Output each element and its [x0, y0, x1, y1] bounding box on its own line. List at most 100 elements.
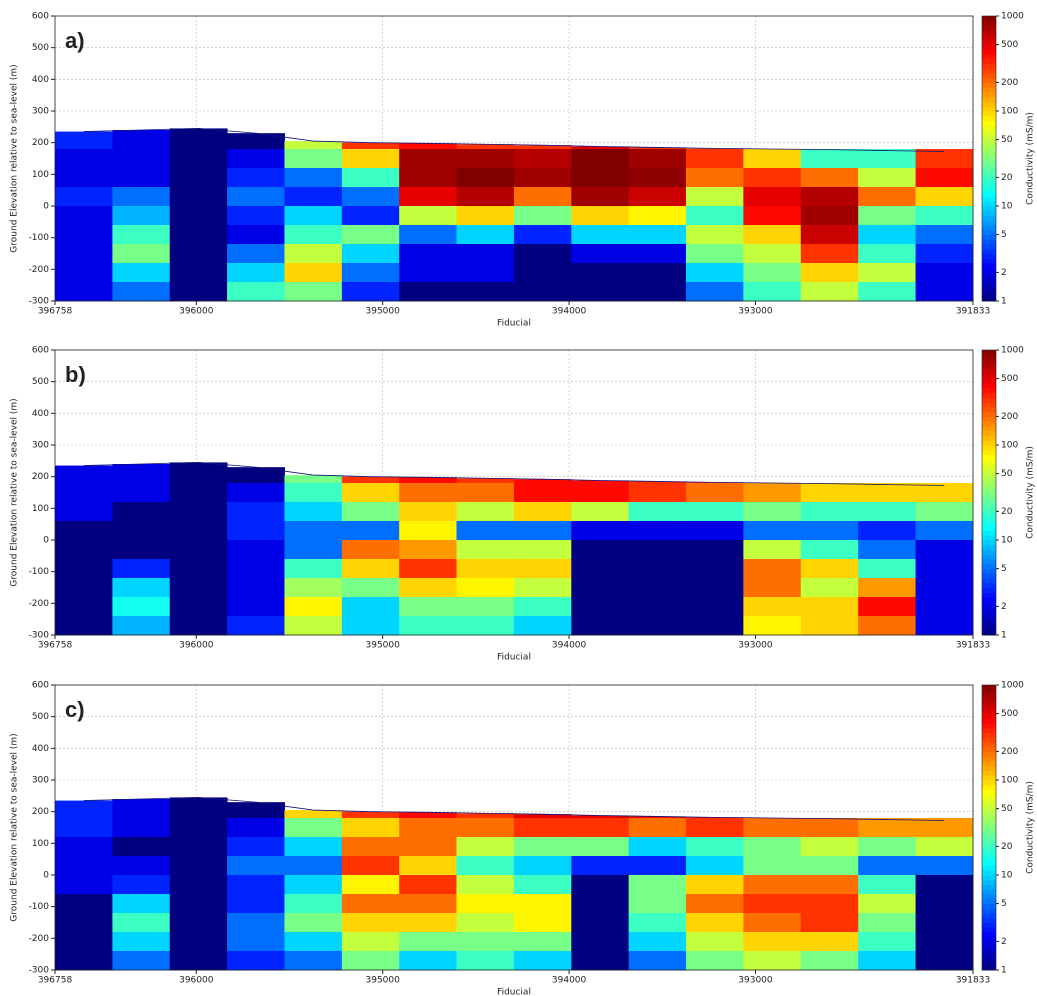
cell: [513, 149, 572, 169]
colorbar-segment: [982, 225, 996, 231]
colorbar-segment: [982, 770, 996, 776]
cell: [399, 244, 457, 264]
cell: [456, 282, 515, 302]
x-tick-label: 394000: [552, 307, 587, 317]
cell: [513, 875, 572, 895]
colorbar-segment: [982, 756, 996, 762]
cell: [284, 597, 343, 617]
cell: [858, 932, 917, 952]
cell: [112, 913, 171, 933]
x-tick-label: 396000: [179, 641, 214, 651]
colorbar-segment: [982, 373, 996, 379]
colorbar-segment: [982, 244, 996, 250]
cell: [227, 597, 285, 617]
cell: [858, 913, 917, 933]
colorbar-tick-label: 50: [1001, 469, 1013, 479]
colorbar-segment: [982, 913, 996, 919]
colorbar-segment: [982, 54, 996, 60]
x-tick-label: 394000: [552, 976, 587, 986]
colorbar-tick-label: 200: [1001, 747, 1018, 757]
colorbar-segment: [982, 201, 996, 207]
cell: [399, 502, 457, 522]
cell: [800, 483, 859, 503]
cell: [227, 559, 285, 579]
cell: [628, 894, 687, 914]
cell: [284, 141, 343, 150]
cell: [628, 818, 687, 838]
ground-surface: [83, 128, 945, 152]
cell: [227, 244, 285, 264]
y-tick-label: 600: [32, 681, 49, 691]
cell: [341, 856, 400, 876]
cell: [55, 818, 113, 838]
cell: [800, 951, 859, 971]
x-tick-label: 396758: [38, 976, 73, 986]
cell: [685, 817, 744, 819]
cell: [399, 483, 457, 503]
cell: [915, 837, 974, 857]
colorbar-segment: [982, 592, 996, 598]
colorbar-segment: [982, 742, 996, 748]
cell: [169, 187, 228, 207]
cell: [513, 597, 572, 617]
cell: [169, 616, 228, 636]
cell: [341, 225, 400, 245]
colorbar-segment: [982, 856, 996, 862]
cell: [55, 187, 113, 207]
cell: [341, 263, 400, 283]
cell: [513, 263, 572, 283]
cell: [112, 951, 171, 971]
colorbar-segment: [982, 421, 996, 427]
cell: [571, 502, 630, 522]
cell: [858, 187, 917, 207]
cell: [284, 244, 343, 264]
cell: [685, 951, 744, 971]
cell: [685, 818, 744, 838]
colorbar-segment: [982, 392, 996, 398]
cell: [112, 187, 171, 207]
colorbar-segment: [982, 397, 996, 403]
cell: [915, 559, 974, 579]
colorbar-segment: [982, 511, 996, 517]
y-tick-label: 0: [43, 202, 49, 212]
cell: [571, 894, 630, 914]
cell: [399, 477, 457, 484]
colorbar-segment: [982, 286, 996, 292]
colorbar-segment: [982, 780, 996, 786]
colorbar-segment: [982, 139, 996, 145]
colorbar-segment: [982, 597, 996, 603]
y-tick-label: 200: [32, 807, 49, 817]
cell: [571, 206, 630, 226]
cell: [227, 932, 285, 952]
cell: [227, 149, 285, 169]
x-tick-label: 393000: [738, 641, 773, 651]
cell: [55, 168, 113, 188]
colorbar-segment: [982, 196, 996, 202]
colorbar-segment: [982, 616, 996, 622]
cell: [55, 502, 113, 522]
colorbar-tick-label: 100: [1001, 107, 1018, 117]
colorbar-segment: [982, 765, 996, 771]
colorbar-segment: [982, 903, 996, 909]
cell: [341, 168, 400, 188]
cell: [685, 206, 744, 226]
cell: [628, 578, 687, 598]
cell: [571, 483, 630, 503]
cell: [456, 813, 515, 819]
cell: [685, 559, 744, 579]
colorbar-segment: [982, 723, 996, 729]
colorbar-segment: [982, 487, 996, 493]
colorbar-segment: [982, 73, 996, 79]
colorbar-segment: [982, 799, 996, 805]
cell: [227, 483, 285, 503]
cell: [55, 149, 113, 169]
colorbar-segment: [982, 708, 996, 714]
cell: [858, 282, 917, 302]
colorbar-tick-label: 200: [1001, 412, 1018, 422]
cell: [399, 143, 457, 150]
cell: [628, 559, 687, 579]
cell: [55, 894, 113, 914]
cell: [284, 837, 343, 857]
colorbar-segment: [982, 182, 996, 188]
cell: [169, 875, 228, 895]
